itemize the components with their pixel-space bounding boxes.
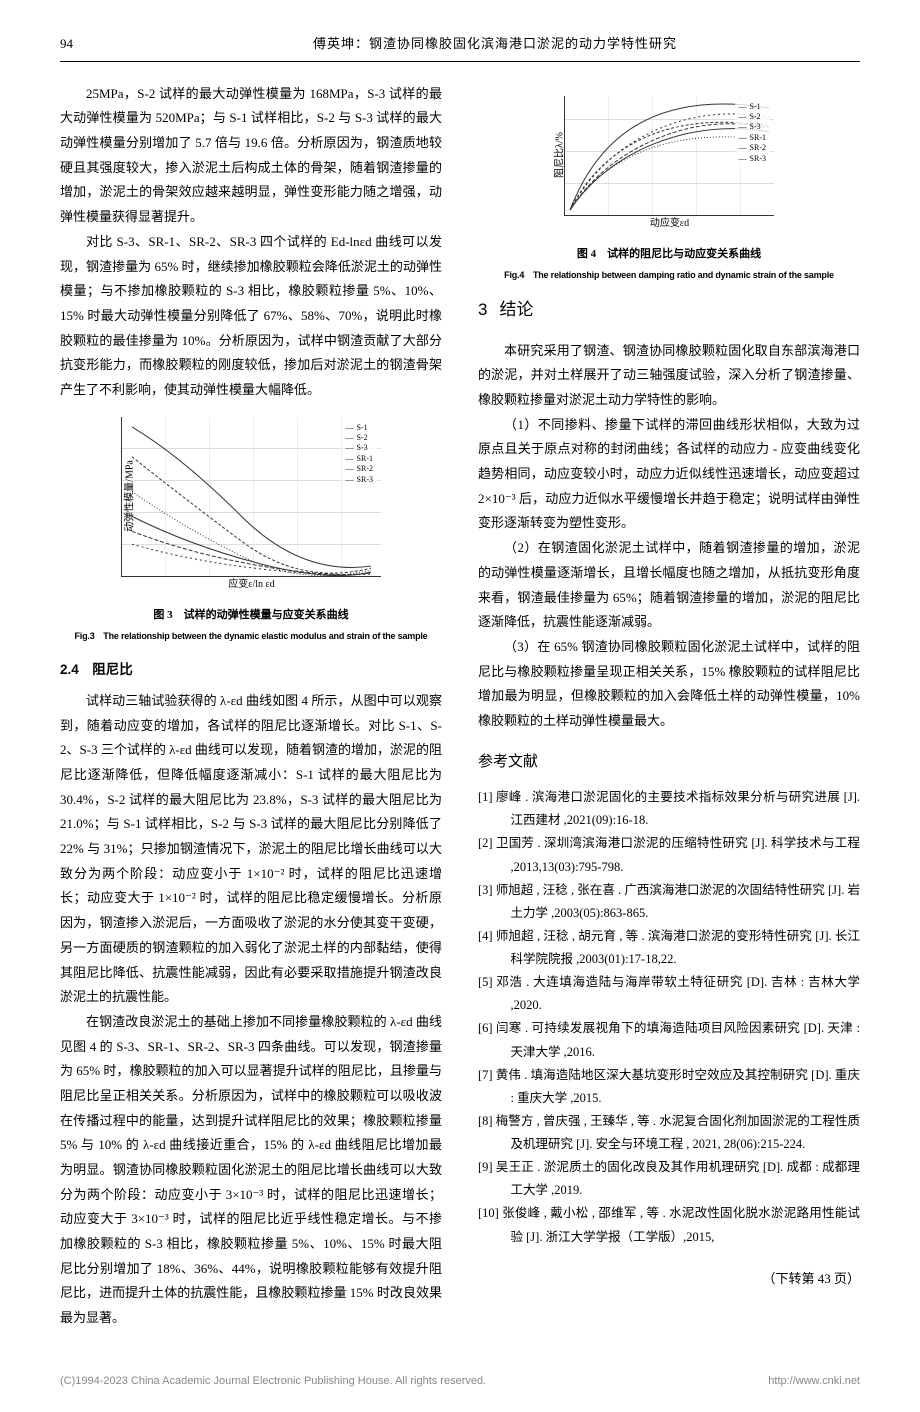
legend-item: SR-1 — [346, 454, 373, 464]
legend-item: SR-1 — [739, 133, 766, 143]
legend-item: S-3 — [739, 122, 766, 132]
figure-4-caption-en: Fig.4 The relationship between damping r… — [478, 267, 860, 284]
reference-item: [1] 廖峰 . 滨海港口淤泥固化的主要技术指标效果分析与研究进展 [J]. 江… — [478, 786, 860, 832]
footer-url: http://www.cnki.net — [768, 1371, 860, 1392]
figure-3-ylabel: 动弹性模量/MPa — [120, 460, 139, 532]
legend-item: SR-3 — [346, 475, 373, 485]
reference-item: [2] 卫国芳 . 深圳湾滨海港口淤泥的压缩特性研究 [J]. 科学技术与工程 … — [478, 832, 860, 878]
body-paragraph: 25MPa，S-2 试样的最大动弹性模量为 168MPa，S-3 试样的最大动弹… — [60, 82, 442, 230]
reference-item: [4] 师旭超 , 汪稔 , 胡元育 , 等 . 滨海港口淤泥的变形特性研究 [… — [478, 925, 860, 971]
body-paragraph: 试样动三轴试验获得的 λ-εd 曲线如图 4 所示，从图中可以观察到，随着动应变… — [60, 689, 442, 1010]
references-list: [1] 廖峰 . 滨海港口淤泥固化的主要技术指标效果分析与研究进展 [J]. 江… — [478, 786, 860, 1249]
figure-4-xlabel: 动应变εd — [650, 214, 689, 233]
figure-3-caption-en: Fig.3 The relationship between the dynam… — [60, 628, 442, 645]
figure-3-xlabel: 应变ε/ln εd — [228, 575, 274, 594]
body-paragraph: （1）不同掺料、掺量下试样的滞回曲线形状相似，大致为过原点且关于原点对称的封闭曲… — [478, 413, 860, 536]
reference-item: [3] 师旭超 , 汪稔 , 张在喜 . 广西滨海港口淤泥的次固结特性研究 [J… — [478, 879, 860, 925]
reference-item: [9] 吴王正 . 淤泥质土的固化改良及其作用机理研究 [D]. 成都 : 成都… — [478, 1156, 860, 1202]
section-3-heading: 3 结论 — [478, 294, 860, 326]
footer-copyright: (C)1994-2023 China Academic Journal Elec… — [60, 1371, 486, 1392]
running-title: 傅英坤：钢渣协同橡胶固化滨海港口淤泥的动力学特性研究 — [130, 32, 860, 57]
legend-item: SR-3 — [739, 154, 766, 164]
legend-item: S-1 — [346, 423, 373, 433]
right-column: 阻尼比λ/% 动应变εd S-1 S-2 S-3 SR-1 SR-2 SR-3 … — [478, 82, 860, 1331]
legend-item: SR-2 — [739, 143, 766, 153]
body-paragraph: （3）在 65% 钢渣协同橡胶颗粒固化淤泥土试样中，试样的阻尼比与橡胶颗粒掺量呈… — [478, 635, 860, 734]
continued-note: （下转第 43 页） — [478, 1267, 860, 1292]
page-header: 94 傅英坤：钢渣协同橡胶固化滨海港口淤泥的动力学特性研究 — [60, 32, 860, 62]
reference-item: [5] 邓浩 . 大连填海造陆与海岸带软土特征研究 [D]. 吉林 : 吉林大学… — [478, 971, 860, 1017]
body-paragraph: （2）在钢渣固化淤泥土试样中，随着钢渣掺量的增加，淤泥的动弹性模量逐渐增长，且增… — [478, 536, 860, 635]
page-footer: (C)1994-2023 China Academic Journal Elec… — [60, 1371, 860, 1392]
figure-3-plot: 动弹性模量/MPa 应变ε/ln εd S-1 S-2 S-3 SR-1 SR-… — [121, 417, 381, 577]
legend-item: S-2 — [739, 112, 766, 122]
page-number: 94 — [60, 32, 100, 57]
left-column: 25MPa，S-2 试样的最大动弹性模量为 168MPa，S-3 试样的最大动弹… — [60, 82, 442, 1331]
reference-item: [10] 张俊峰 , 戴小松 , 邵维军 , 等 . 水泥改性固化脱水淤泥路用性… — [478, 1202, 860, 1248]
figure-4-ylabel: 阻尼比λ/% — [550, 132, 569, 178]
subsection-2-4-heading: 2.4 阻尼比 — [60, 657, 442, 683]
reference-item: [6] 闫寒 . 可持续发展视角下的填海造陆项目风险因素研究 [D]. 天津 :… — [478, 1017, 860, 1063]
body-paragraph: 本研究采用了钢渣、钢渣协同橡胶颗粒固化取自东部滨海港口的淤泥，并对土样展开了动三… — [478, 339, 860, 413]
figure-3-caption-cn: 图 3 试样的动弹性模量与应变关系曲线 — [60, 605, 442, 626]
figure-3-legend: S-1 S-2 S-3 SR-1 SR-2 SR-3 — [342, 421, 377, 487]
figure-4-legend: S-1 S-2 S-3 SR-1 SR-2 SR-3 — [735, 100, 770, 166]
figure-4-caption-cn: 图 4 试样的阻尼比与动应变关系曲线 — [478, 244, 860, 265]
legend-item: S-1 — [739, 102, 766, 112]
legend-item: S-2 — [346, 433, 373, 443]
figure-3: 动弹性模量/MPa 应变ε/ln εd S-1 S-2 S-3 SR-1 SR-… — [60, 417, 442, 646]
section-number: 3 — [478, 300, 487, 319]
legend-item: SR-2 — [346, 464, 373, 474]
reference-item: [7] 黄伟 . 填海造陆地区深大基坑变形时空效应及其控制研究 [D]. 重庆 … — [478, 1064, 860, 1110]
two-column-layout: 25MPa，S-2 试样的最大动弹性模量为 168MPa，S-3 试样的最大动弹… — [60, 82, 860, 1331]
reference-item: [8] 梅警方 , 曾庆强 , 王臻华 , 等 . 水泥复合固化剂加固淤泥的工程… — [478, 1110, 860, 1156]
figure-4-plot: 阻尼比λ/% 动应变εd S-1 S-2 S-3 SR-1 SR-2 SR-3 — [564, 96, 774, 216]
body-paragraph: 对比 S-3、SR-1、SR-2、SR-3 四个试样的 Ed-lnεd 曲线可以… — [60, 230, 442, 403]
body-paragraph: 在钢渣改良淤泥土的基础上掺加不同掺量橡胶颗粒的 λ-εd 曲线见图 4 的 S-… — [60, 1010, 442, 1331]
references-heading: 参考文献 — [478, 748, 860, 777]
section-title: 结论 — [499, 300, 533, 319]
figure-4: 阻尼比λ/% 动应变εd S-1 S-2 S-3 SR-1 SR-2 SR-3 … — [478, 96, 860, 285]
legend-item: S-3 — [346, 443, 373, 453]
